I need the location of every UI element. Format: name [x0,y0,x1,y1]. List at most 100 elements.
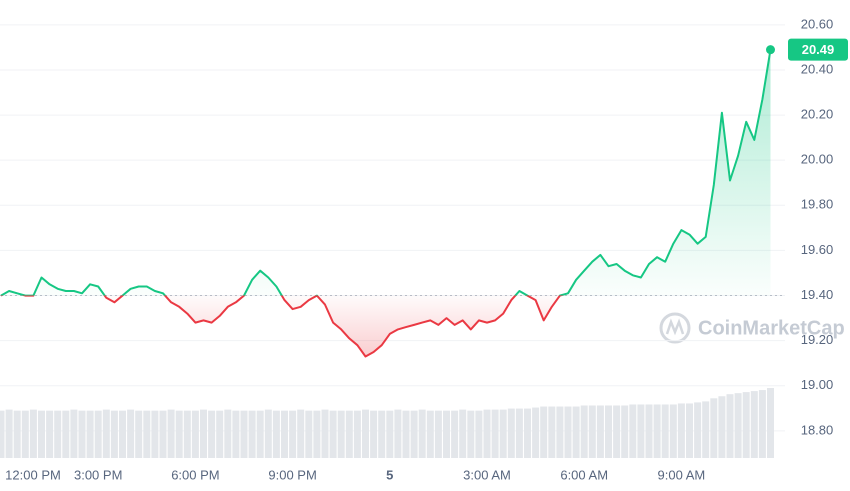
volume-bar [337,410,345,458]
volume-bar [653,404,661,458]
volume-bar [159,410,167,458]
volume-bar [378,410,386,458]
volume-bar [62,410,70,458]
area-below [1,295,771,357]
volume-bar [434,410,442,458]
volume-bar [524,408,531,458]
volume-bar [70,409,78,458]
volume-bar [459,409,467,458]
volume-bar [742,392,750,458]
volume-bar [345,410,353,458]
volume-bar [119,410,126,458]
x-tick-label: 5 [386,467,393,482]
volume-bar [143,410,151,458]
volume-bar [191,410,199,458]
volume-bar [256,410,264,458]
volume-bar [272,410,280,458]
y-tick-label: 19.80 [801,197,834,212]
volume-bar [661,404,669,458]
volume-bar [321,409,329,458]
volume-bar [734,393,742,458]
volume-bar [248,410,256,458]
volume-bar [38,410,45,458]
volume-bar [86,410,94,458]
volume-bar [596,405,604,458]
volume-bar [151,410,159,458]
volume-bar [21,410,29,458]
volume-bar [702,401,710,458]
volume-bar [386,410,394,458]
volume-bar [94,410,102,458]
x-tick-label: 3:00 AM [463,467,511,482]
volume-bar [645,404,653,458]
volume-bar [677,403,685,458]
volume-bar [313,410,321,458]
volume-bar [78,410,86,458]
x-tick-label: 9:00 AM [658,467,706,482]
volume-bar [726,394,734,458]
volume-bar [499,409,507,458]
volume-bar [410,410,418,458]
price-line-down [0,295,564,358]
watermark-logo [659,312,691,344]
volume-bar [110,410,118,458]
price-line-up [0,49,772,296]
y-tick-label: 20.60 [801,16,834,31]
area-above [1,49,771,296]
x-tick-label: 9:00 PM [268,467,316,482]
y-tick-label: 18.80 [801,422,834,437]
volume-bar [264,409,272,458]
volume-bar [0,410,5,458]
x-tick-label: 12:00 PM [5,467,61,482]
volume-bar [694,402,702,458]
volume-bar [515,408,523,458]
volume-bar [491,409,499,458]
volume-bar [548,406,556,458]
volume-bar [370,410,378,458]
volume-bar [289,410,297,458]
y-tick-label: 19.00 [801,377,834,392]
y-tick-label: 20.20 [801,107,834,122]
price-label-box [788,38,848,61]
volume-bar [329,410,337,458]
watermark: CoinMarketCap [698,317,845,339]
volume-bar [443,410,450,458]
volume-bar [767,388,774,458]
volume-bar [669,404,677,458]
volume-bar [240,410,248,458]
volume-bar [46,410,54,458]
volume-bar [175,410,183,458]
volume-bar [13,410,21,458]
volume-bar [588,405,596,458]
volume-bar [5,409,13,458]
volume-bar [127,409,135,458]
volume-bar [451,410,459,458]
volume-bar [507,408,515,458]
y-tick-label: 19.60 [801,242,834,257]
volume-bar [621,405,629,458]
volume-bar [426,410,434,458]
volume-bar [224,409,232,458]
volume-bar [297,409,305,458]
volume-bar [532,407,540,458]
volume-bar [305,410,313,458]
volume-bar [629,404,637,458]
volume-bar [54,410,62,458]
x-tick-label: 6:00 PM [171,467,219,482]
volume-bar [750,391,758,458]
volume-bar [232,410,240,458]
volume-bar [637,404,645,458]
volume-bar [556,406,564,458]
volume-bar [402,410,410,458]
volume-bar [758,390,766,458]
volume-bar [183,410,191,458]
volume-bar [613,405,621,458]
y-tick-label: 19.20 [801,332,834,347]
volume-bar [710,398,718,458]
volume-bar [572,406,580,458]
volume-bar [102,409,110,458]
volume-bar [418,409,426,458]
x-tick-label: 3:00 PM [74,467,122,482]
